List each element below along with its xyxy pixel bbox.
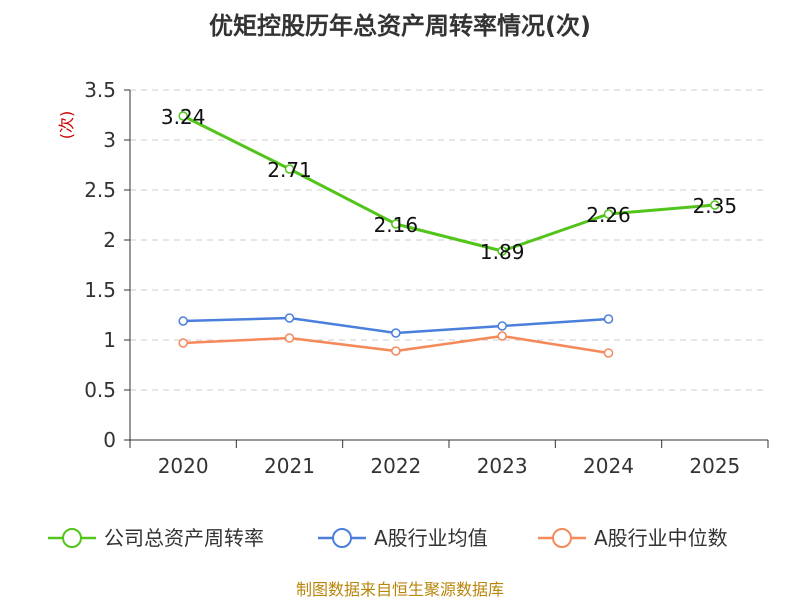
data-point bbox=[178, 111, 188, 121]
data-point bbox=[710, 200, 720, 210]
data-label: 2.26 bbox=[586, 203, 631, 227]
data-label: 2.16 bbox=[374, 213, 419, 237]
data-point bbox=[391, 219, 401, 229]
data-point bbox=[497, 246, 507, 256]
chart-title: 优矩控股历年总资产周转率情况(次) bbox=[209, 12, 591, 40]
data-point bbox=[284, 313, 295, 323]
legend-item: 公司总资产周转率 bbox=[48, 526, 264, 550]
data-point bbox=[497, 321, 507, 331]
y-axis-unit: (次) bbox=[57, 111, 76, 140]
grid bbox=[130, 89, 768, 391]
x-tick-label: 2025 bbox=[689, 454, 740, 478]
series-layer bbox=[178, 111, 720, 358]
data-point bbox=[603, 209, 614, 219]
data-label: 1.89 bbox=[480, 240, 525, 264]
x-tick-label: 2024 bbox=[583, 454, 634, 478]
data-point bbox=[391, 328, 401, 338]
data-point bbox=[391, 346, 401, 356]
legend-label: 公司总资产周转率 bbox=[104, 526, 264, 550]
x-tick-label: 2021 bbox=[264, 454, 315, 478]
data-point bbox=[178, 338, 188, 348]
x-tick-label: 2022 bbox=[370, 454, 421, 478]
legend-marker bbox=[62, 528, 82, 548]
y-tick-label: 0 bbox=[103, 428, 116, 452]
y-tick-label: 0.5 bbox=[84, 378, 116, 402]
legend-marker bbox=[552, 528, 572, 548]
data-point bbox=[178, 316, 188, 326]
legend-label: A股行业均值 bbox=[374, 526, 488, 550]
legend-marker bbox=[332, 528, 352, 548]
data-point bbox=[284, 333, 295, 343]
y-tick-label: 1.5 bbox=[84, 278, 116, 302]
data-point bbox=[497, 331, 507, 341]
y-tick-label: 2.5 bbox=[84, 178, 116, 202]
data-label: 2.35 bbox=[693, 194, 738, 218]
axes: 0 0.5 1 1.5 2 2.5 3 3.5 2020 2021 2022 2023 2024 2025 bbox=[84, 78, 769, 478]
legend-label: A股行业中位数 bbox=[594, 526, 728, 550]
legend: 公司总资产周转率 A股行业均值 A股行业中位数 bbox=[48, 526, 728, 550]
data-label: 2.71 bbox=[267, 158, 312, 182]
y-tick-label: 2 bbox=[103, 228, 116, 252]
data-point bbox=[603, 348, 614, 358]
series-line bbox=[181, 114, 717, 253]
y-tick-label: 1 bbox=[103, 328, 116, 352]
legend-item: A股行业均值 bbox=[318, 526, 488, 550]
data-labels: 3.24 2.71 2.16 1.89 2.26 2.35 bbox=[161, 105, 737, 264]
x-tick-label: 2023 bbox=[477, 454, 528, 478]
y-tick-label: 3.5 bbox=[84, 78, 116, 102]
x-tick-label: 2020 bbox=[158, 454, 209, 478]
data-point bbox=[603, 314, 614, 324]
y-tick-label: 3 bbox=[103, 128, 116, 152]
data-point bbox=[284, 164, 295, 174]
legend-item: A股行业中位数 bbox=[538, 526, 728, 550]
source-note: 制图数据来自恒生聚源数据库 bbox=[296, 580, 504, 599]
data-label: 3.24 bbox=[161, 105, 206, 129]
